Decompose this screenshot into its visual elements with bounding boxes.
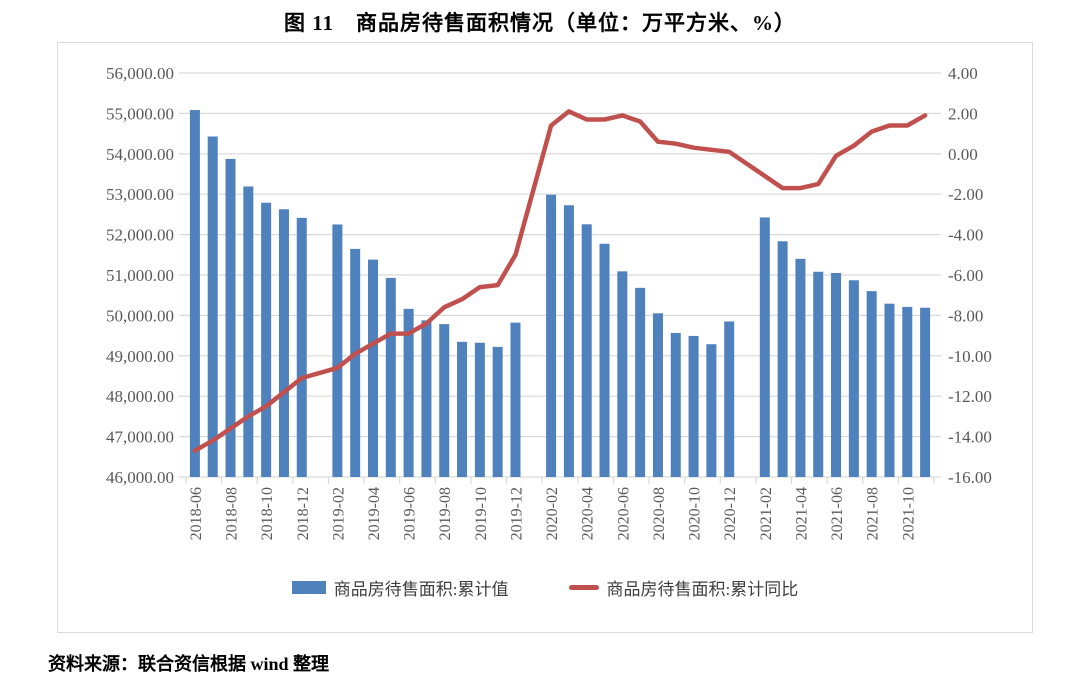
right-axis-labels: 4.00 2.00 0.00 -2.00 -4.00 -6.00 -8.00 -10.00 -1… [948, 64, 992, 487]
svg-text:2019-08: 2019-08 [437, 487, 454, 540]
svg-text:2021-08: 2021-08 [865, 487, 882, 540]
svg-text:2021-10: 2021-10 [900, 487, 917, 540]
legend: 商品房待售面积:累计值 商品房待售面积:累计同比 [58, 575, 1032, 600]
combo-chart: 56,000.00 55,000.00 54,000.00 53,000.00 52,0… [106, 64, 992, 540]
chart-box: 56,000.00 55,000.00 54,000.00 53,000.00 52,0… [57, 42, 1033, 633]
bar-series-swatch [291, 581, 326, 594]
svg-text:2020-12: 2020-12 [722, 487, 739, 540]
svg-text:56,000.00: 56,000.00 [106, 64, 174, 83]
svg-text:2019-06: 2019-06 [402, 487, 419, 540]
axis-ticks [179, 72, 941, 484]
line-series [192, 109, 928, 453]
svg-text:47,000.00: 47,000.00 [106, 428, 174, 447]
bar-series-label: 商品房待售面积:累计值 [333, 580, 509, 599]
x-axis-labels: 2018-06 2018-08 2018-10 2018-12 2019-02 2019-… [188, 487, 917, 540]
source-note: 资料来源：联合资信根据 wind 整理 [48, 654, 330, 674]
svg-text:2018-12: 2018-12 [295, 487, 312, 540]
svg-text:2019-02: 2019-02 [330, 487, 347, 540]
svg-text:2018-08: 2018-08 [224, 487, 241, 540]
svg-text:4.00: 4.00 [948, 64, 978, 83]
svg-text:2018-06: 2018-06 [188, 487, 205, 540]
svg-text:46,000.00: 46,000.00 [106, 468, 174, 487]
svg-text:2019-04: 2019-04 [366, 487, 383, 540]
svg-text:2019-10: 2019-10 [473, 487, 490, 540]
svg-text:2020-08: 2020-08 [651, 487, 668, 540]
svg-text:52,000.00: 52,000.00 [106, 226, 174, 245]
svg-text:2021-06: 2021-06 [829, 487, 846, 540]
svg-text:48,000.00: 48,000.00 [106, 387, 174, 406]
bar-series [189, 110, 931, 478]
svg-text:2021-02: 2021-02 [758, 487, 775, 540]
line-series-label: 商品房待售面积:累计同比 [606, 580, 799, 599]
svg-text:2021-04: 2021-04 [793, 487, 810, 540]
svg-text:2020-04: 2020-04 [580, 487, 597, 540]
svg-text:2.00: 2.00 [948, 104, 978, 123]
svg-text:2018-10: 2018-10 [259, 487, 276, 540]
svg-text:0.00: 0.00 [948, 145, 978, 164]
svg-text:54,000.00: 54,000.00 [106, 145, 174, 164]
svg-text:-4.00: -4.00 [948, 226, 983, 245]
chart-title: 图 11 商品房待售面积情况（单位：万平方米、%） [283, 11, 797, 35]
legend-item-bar-series: 商品房待售面积:累计值 [291, 575, 509, 600]
svg-text:51,000.00: 51,000.00 [106, 266, 174, 285]
svg-text:-12.00: -12.00 [948, 387, 992, 406]
svg-text:-16.00: -16.00 [948, 468, 992, 487]
y-gridlines [186, 72, 934, 478]
left-axis-labels: 56,000.00 55,000.00 54,000.00 53,000.00 52,0… [106, 64, 174, 487]
svg-text:-10.00: -10.00 [948, 347, 992, 366]
svg-text:-2.00: -2.00 [948, 185, 983, 204]
svg-text:2020-06: 2020-06 [615, 487, 632, 540]
svg-text:50,000.00: 50,000.00 [106, 306, 174, 325]
svg-text:2020-10: 2020-10 [687, 487, 704, 540]
legend-item-line-series: 商品房待售面积:累计同比 [568, 575, 799, 600]
svg-text:2019-12: 2019-12 [508, 487, 525, 540]
svg-text:2020-02: 2020-02 [544, 487, 561, 540]
svg-text:55,000.00: 55,000.00 [106, 104, 174, 123]
line-series-swatch [568, 585, 599, 590]
svg-text:-6.00: -6.00 [948, 266, 983, 285]
svg-text:-8.00: -8.00 [948, 306, 983, 325]
svg-text:-14.00: -14.00 [948, 428, 992, 447]
svg-text:53,000.00: 53,000.00 [106, 185, 174, 204]
svg-text:49,000.00: 49,000.00 [106, 347, 174, 366]
